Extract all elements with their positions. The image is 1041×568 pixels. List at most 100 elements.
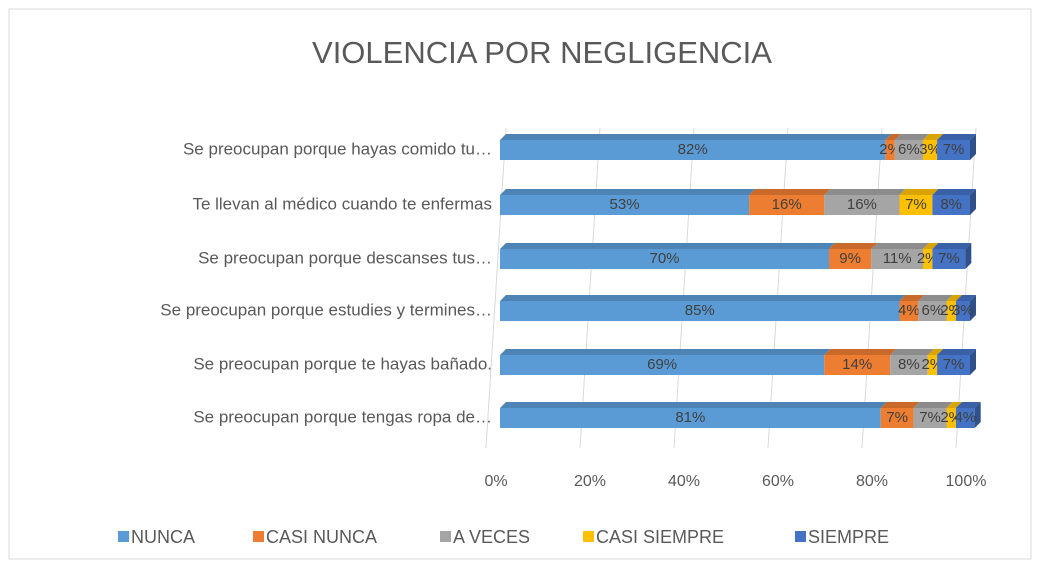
bar-side <box>970 295 976 321</box>
legend-swatch <box>440 531 451 542</box>
bar-top <box>913 402 953 408</box>
bar-top <box>937 349 976 355</box>
bar-segment <box>894 134 929 160</box>
x-tick-label: 0% <box>484 473 507 490</box>
data-label: 4% <box>954 409 976 426</box>
bar-segment <box>500 134 892 160</box>
grid-line <box>955 127 977 449</box>
bar-segment <box>918 295 953 321</box>
data-label: 3% <box>952 302 974 319</box>
x-tick-label: 40% <box>668 473 700 490</box>
data-label: 70% <box>649 250 679 267</box>
bar-top <box>749 189 831 195</box>
bar-top <box>932 189 976 195</box>
bar-segment <box>899 295 925 321</box>
grid-line <box>861 127 883 449</box>
bar <box>927 355 938 375</box>
data-label: 85% <box>685 302 715 319</box>
grid-line <box>485 127 507 449</box>
bar-top <box>500 189 756 195</box>
bar-segment <box>955 402 981 428</box>
chart-frame <box>8 8 1032 560</box>
bar-top <box>923 243 939 249</box>
bar <box>946 408 956 428</box>
legend-label: SIEMPRE <box>808 527 889 547</box>
data-label: 7% <box>943 141 965 158</box>
bar <box>500 301 900 321</box>
bar-segment <box>932 189 976 215</box>
grid-line <box>673 127 695 449</box>
bar <box>923 140 938 160</box>
bar <box>937 355 970 375</box>
bar-segment <box>885 134 901 160</box>
data-label: 7% <box>886 409 908 426</box>
bar <box>500 408 881 428</box>
bar-segment <box>923 134 944 160</box>
category-label: Se preocupan porque estudies y termines… <box>160 300 492 319</box>
bar-top <box>946 295 962 301</box>
bar <box>824 195 900 215</box>
bar <box>890 355 928 375</box>
bar-top <box>927 349 944 355</box>
bar-top <box>890 349 934 355</box>
bar-segment <box>937 134 976 160</box>
bar <box>899 301 919 321</box>
legend-swatch <box>795 531 806 542</box>
bar-top <box>946 402 962 408</box>
bar-segment <box>946 295 962 321</box>
legend-swatch <box>583 531 594 542</box>
bar <box>946 301 956 321</box>
data-label: 9% <box>839 250 861 267</box>
legend-swatch <box>253 531 264 542</box>
bar-side <box>970 349 976 375</box>
bar <box>500 355 825 375</box>
bar <box>829 249 872 269</box>
category-label: Se preocupan porque tengas ropa de… <box>193 407 492 426</box>
data-label: 7% <box>905 196 927 213</box>
bar-top <box>894 134 929 140</box>
bar <box>885 140 895 160</box>
legend-label: NUNCA <box>131 527 195 547</box>
bar-segment <box>932 243 972 269</box>
bar-segment <box>913 402 953 428</box>
bar-top <box>955 402 981 408</box>
data-label: 14% <box>842 356 872 373</box>
data-label: 6% <box>922 302 944 319</box>
bar-top <box>885 134 901 140</box>
data-label: 4% <box>898 302 920 319</box>
legend-label: A VECES <box>453 527 530 547</box>
bar-segment <box>955 295 976 321</box>
bar-segment <box>937 349 976 375</box>
data-label: 16% <box>772 196 802 213</box>
bar-top <box>500 402 887 408</box>
data-label: 7% <box>919 409 941 426</box>
data-label: 82% <box>678 141 708 158</box>
category-label: Se preocupan porque descanses tus… <box>198 248 492 267</box>
data-label: 11% <box>883 250 912 267</box>
bar-top <box>500 243 835 249</box>
legend-swatch <box>118 531 129 542</box>
bar-top <box>500 134 892 140</box>
bar-segment <box>500 243 835 269</box>
bar-top <box>932 243 972 249</box>
bar-top <box>824 189 906 195</box>
bar-side <box>970 189 976 215</box>
bar-segment <box>946 402 962 428</box>
data-label: 16% <box>847 196 877 213</box>
bar <box>932 249 966 269</box>
grid-line <box>767 127 789 449</box>
category-label: Se preocupan porque hayas comido tu… <box>183 139 492 158</box>
data-label: 7% <box>938 250 960 267</box>
bar <box>500 140 886 160</box>
x-tick-label: 60% <box>762 473 794 490</box>
bar-segment <box>923 243 939 269</box>
bar-top <box>871 243 929 249</box>
grid-line <box>579 127 601 449</box>
category-label: Se preocupan porque te hayas bañado. <box>193 354 492 373</box>
category-label: Te llevan al médico cuando te enfermas <box>192 194 492 213</box>
bar <box>918 301 947 321</box>
bar-segment <box>880 402 920 428</box>
x-tick-label: 80% <box>856 473 888 490</box>
x-tick-label: 100% <box>946 473 987 490</box>
